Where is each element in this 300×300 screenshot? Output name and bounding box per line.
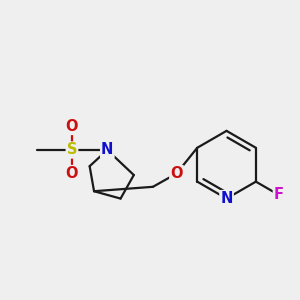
Text: S: S: [67, 142, 77, 158]
Text: O: O: [66, 119, 78, 134]
Text: O: O: [66, 166, 78, 181]
Text: F: F: [274, 188, 284, 202]
Text: N: N: [220, 191, 233, 206]
Text: N: N: [101, 142, 113, 158]
Text: O: O: [170, 166, 183, 181]
